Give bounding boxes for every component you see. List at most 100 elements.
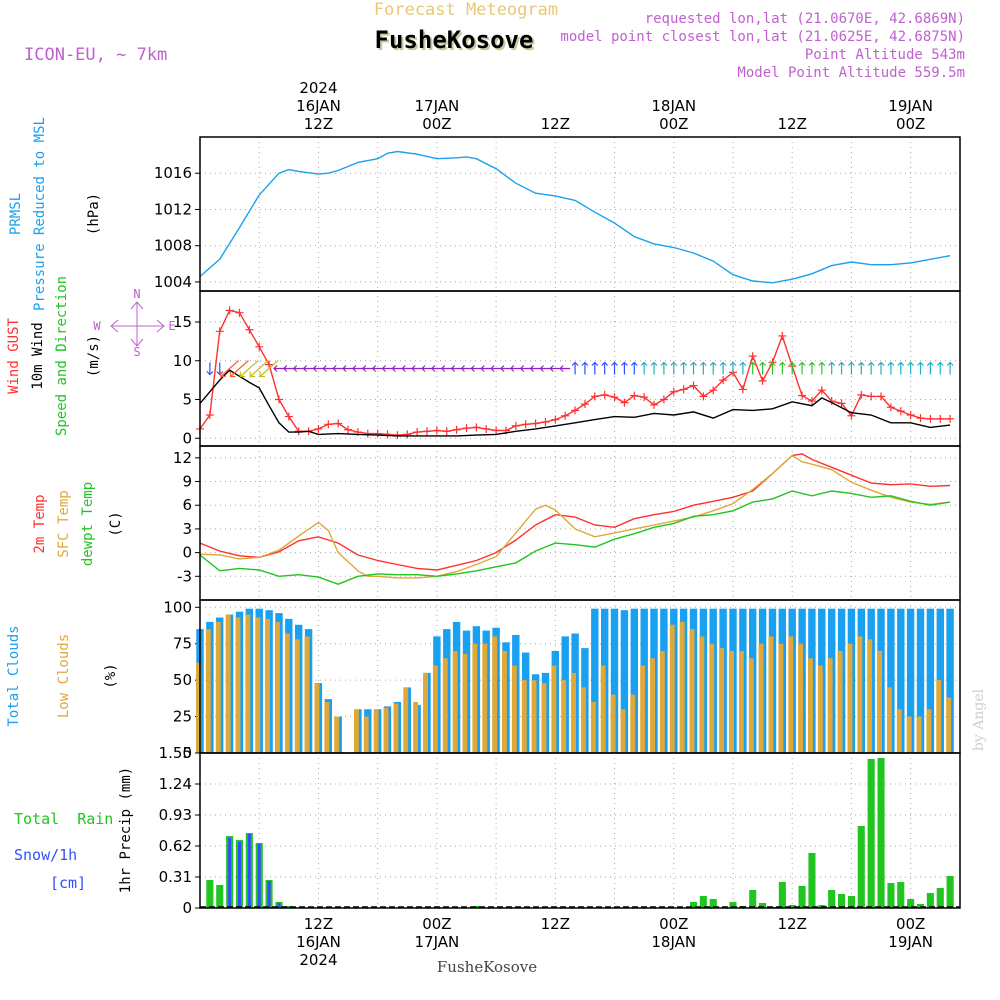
low-cloud-bar <box>215 621 221 753</box>
gust-marker <box>383 430 392 439</box>
wind-direction-arrow <box>670 361 678 375</box>
y-axis-label: (C) <box>108 511 124 536</box>
gust-marker <box>600 390 609 399</box>
low-cloud-bar <box>482 643 488 753</box>
low-cloud-bar <box>758 643 764 753</box>
wind-direction-arrow <box>559 365 571 372</box>
gust-marker <box>650 400 659 409</box>
wind-direction-arrow <box>611 361 618 375</box>
rain-bar <box>798 886 806 908</box>
pressure-panel: 1004 1008 1012 1016 PRMSL Pressure Reduced to… <box>8 117 961 311</box>
gust-marker <box>205 411 214 419</box>
compass-east: E <box>168 319 175 333</box>
wind-direction-arrow <box>361 365 373 372</box>
wind-direction-arrow <box>302 365 314 372</box>
gust-marker <box>413 428 422 437</box>
rain-bar <box>946 876 954 908</box>
snow-bar <box>228 838 232 908</box>
wind-direction-arrow <box>946 361 954 375</box>
compass-west: W <box>93 319 101 333</box>
wind-direction-arrow <box>828 361 836 375</box>
gust-marker <box>235 308 244 317</box>
low-cloud-bar <box>729 651 734 753</box>
wind-direction-arrow <box>917 361 924 375</box>
low-cloud-bar <box>225 614 231 753</box>
gust-marker <box>452 425 461 434</box>
wind-direction-arrow <box>581 361 589 375</box>
low-cloud-bar <box>926 709 932 753</box>
time-label-bottom: 18JAN <box>651 933 696 951</box>
y-tick-label: 9 <box>182 473 192 491</box>
low-cloud-bar <box>314 683 320 753</box>
y-axis-label: (hPa) <box>86 193 102 235</box>
low-cloud-bar <box>275 621 280 753</box>
low-cloud-bar <box>788 636 794 753</box>
low-cloud-bar <box>659 651 665 753</box>
y-tick-label: 75 <box>173 635 192 653</box>
low-cloud-bar <box>413 702 419 753</box>
gust-marker <box>679 385 688 394</box>
time-label-top: 12Z <box>304 115 333 133</box>
compass-south: S <box>133 345 140 359</box>
total-cloud-bar <box>630 608 638 753</box>
rain-bar <box>917 904 925 908</box>
gust-marker <box>946 414 955 423</box>
panel-frame <box>199 599 961 754</box>
low-cloud-bar <box>502 651 507 753</box>
wind-panel: 0 5 10 15 Wind GUST 10m Wind Speed and Directi… <box>6 276 961 447</box>
low-cloud-bar <box>916 716 922 753</box>
low-cloud-bar <box>334 716 340 753</box>
precip-snow-label: Snow/1h <box>14 846 77 864</box>
y-axis-label: 2m Temp <box>32 494 48 553</box>
gust-marker <box>482 424 491 433</box>
time-label-top: 00Z <box>896 115 925 133</box>
gust-marker <box>778 331 787 340</box>
wind-direction-arrow <box>936 361 944 375</box>
credit-watermark: by Angel <box>971 688 987 751</box>
gust-marker <box>442 427 451 436</box>
y-axis-label: dewpt Temp <box>80 482 96 566</box>
y-axis-label: Low Clouds <box>56 634 72 718</box>
low-cloud-bar <box>719 648 725 753</box>
rain-bar <box>749 890 757 908</box>
time-label-bottom: 17JAN <box>415 933 460 951</box>
y-tick-label: 1004 <box>154 273 192 291</box>
wind-direction-arrow <box>220 360 240 378</box>
wind-direction-arrow <box>381 365 393 372</box>
low-cloud-bar <box>383 707 389 753</box>
wind-direction-arrow <box>818 361 826 375</box>
time-label-top: 18JAN <box>651 97 696 115</box>
low-cloud-bar <box>492 636 498 753</box>
precip-total-rain-label: Total Rain <box>14 810 113 828</box>
time-label-bottom: 12Z <box>304 915 333 933</box>
wind-direction-arrow <box>421 365 433 372</box>
snow-bar <box>257 844 261 908</box>
time-label-top: 12Z <box>541 115 570 133</box>
gust-marker <box>255 342 264 351</box>
total-cloud-bar <box>906 608 915 753</box>
gust-marker <box>324 420 333 429</box>
rain-bar <box>828 890 836 908</box>
y-tick-label: 100 <box>163 598 192 616</box>
temperature-panel: -3 0 3 6 9 12 2m Temp SFC Temp dewpt Temp (C) <box>32 445 961 601</box>
wind-direction-arrow <box>470 365 482 372</box>
location-title: FusheKosove <box>375 26 534 54</box>
gust-marker <box>334 419 343 428</box>
panel-frame <box>199 136 961 292</box>
wind-direction-arrow <box>239 360 259 378</box>
total-cloud-bar <box>610 608 619 753</box>
low-cloud-bar <box>877 651 882 753</box>
low-cloud-bar <box>403 687 409 753</box>
wind-direction-arrow <box>630 361 638 375</box>
total-cloud-bar <box>591 608 599 753</box>
snow-bar <box>277 903 281 908</box>
low-cloud-bar <box>620 709 626 753</box>
low-cloud-bar <box>432 665 438 753</box>
wind-direction-arrow <box>480 365 492 372</box>
gust-marker <box>709 386 718 395</box>
time-label-bottom: 12Z <box>541 915 570 933</box>
low-cloud-bar <box>768 636 774 753</box>
low-cloud-bar <box>640 665 646 753</box>
wind-direction-arrow <box>709 361 717 375</box>
